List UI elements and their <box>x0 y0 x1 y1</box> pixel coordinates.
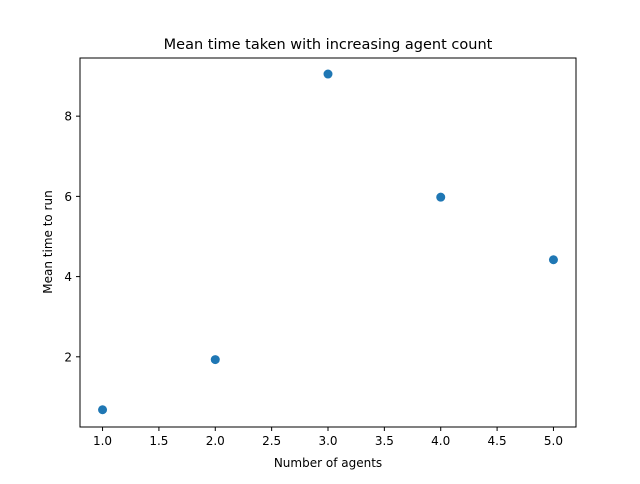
x-axis-label: Number of agents <box>274 456 382 470</box>
plot-area <box>79 57 577 428</box>
x-tick-label: 1.0 <box>93 434 112 448</box>
y-tick-label: 6 <box>64 190 72 204</box>
x-tick-label: 5.0 <box>544 434 563 448</box>
data-point <box>548 255 558 265</box>
data-point <box>98 405 108 415</box>
x-tick-label: 4.0 <box>431 434 450 448</box>
data-point <box>323 69 333 79</box>
x-tick-label: 4.5 <box>488 434 507 448</box>
x-tick-label: 1.5 <box>149 434 168 448</box>
y-axis: 2 4 6 8 <box>64 110 80 364</box>
y-tick-label: 4 <box>64 270 72 284</box>
y-tick-label: 2 <box>64 350 72 364</box>
y-tick-label: 8 <box>64 110 72 124</box>
x-tick-label: 3.0 <box>318 434 337 448</box>
data-points <box>98 69 558 415</box>
y-axis-label: Mean time to run <box>41 190 55 293</box>
chart-title: Mean time taken with increasing agent co… <box>164 37 493 53</box>
data-point <box>210 355 220 365</box>
x-tick-label: 2.5 <box>262 434 281 448</box>
x-axis: 1.0 1.5 2.0 2.5 3.0 3.5 4.0 4.5 5.0 <box>93 427 563 448</box>
x-tick-label: 2.0 <box>206 434 225 448</box>
data-point <box>436 192 446 202</box>
x-tick-label: 3.5 <box>375 434 394 448</box>
